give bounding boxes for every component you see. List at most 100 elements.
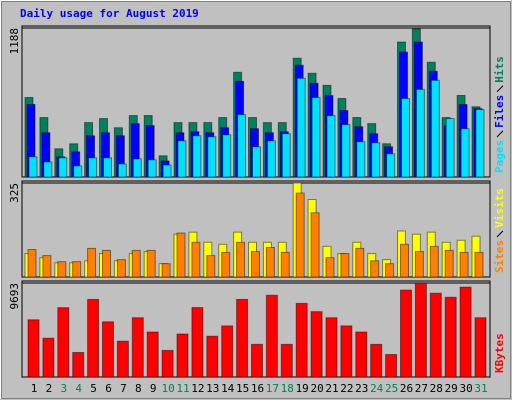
bar <box>371 142 381 178</box>
y-tick-label: 9693 <box>8 283 21 310</box>
bar <box>132 158 142 178</box>
bar <box>207 136 217 178</box>
x-tick-label: 14 <box>221 382 235 395</box>
bar <box>385 354 398 378</box>
x-tick-label: 22 <box>340 382 353 395</box>
x-tick-label: 25 <box>385 382 398 395</box>
bar <box>28 156 38 178</box>
bar <box>87 247 97 278</box>
legend-entry: Hits <box>493 56 506 83</box>
x-tick-label: 9 <box>150 382 157 395</box>
x-tick-label: 28 <box>430 382 443 395</box>
bar <box>296 77 306 178</box>
legend-entry: Sites <box>493 240 506 273</box>
bar <box>460 128 470 178</box>
bar <box>161 263 171 278</box>
bar <box>400 243 409 278</box>
bar <box>42 255 52 278</box>
bar <box>340 253 350 278</box>
x-tick-label: 21 <box>325 382 338 395</box>
bar <box>475 109 485 178</box>
x-tick-label: 18 <box>281 382 294 395</box>
bar <box>177 140 187 178</box>
bar <box>430 79 440 178</box>
x-tick-label: 6 <box>105 382 112 395</box>
bar <box>72 261 82 278</box>
x-tick-label: 16 <box>251 382 264 395</box>
bar <box>58 157 68 178</box>
x-tick-label: 8 <box>135 382 142 395</box>
bar <box>444 249 454 278</box>
legend-separator <box>496 230 504 238</box>
chart-title: Daily usage for August 2019 <box>20 7 199 20</box>
bar <box>116 340 129 378</box>
bar <box>370 343 383 378</box>
bar <box>325 257 335 278</box>
bar <box>43 161 53 178</box>
x-tick-label: 24 <box>370 382 384 395</box>
bar <box>281 133 291 178</box>
bar <box>474 317 487 378</box>
bar <box>414 282 427 378</box>
x-tick-label: 4 <box>75 382 82 395</box>
bar <box>147 159 157 178</box>
bar <box>401 97 410 178</box>
bar <box>444 296 457 378</box>
bar <box>102 249 111 278</box>
x-tick-label: 15 <box>236 382 249 395</box>
bar <box>429 245 439 278</box>
bar <box>265 246 275 278</box>
x-tick-label: 11 <box>176 382 189 395</box>
bar <box>161 349 174 378</box>
bar <box>474 251 484 278</box>
bar <box>252 146 261 178</box>
bar <box>87 298 100 378</box>
bar <box>265 294 278 378</box>
bar <box>146 249 156 278</box>
bar <box>325 317 338 378</box>
bar <box>57 261 67 278</box>
x-tick-label: 19 <box>296 382 309 395</box>
bar <box>236 298 249 378</box>
bar <box>103 157 112 178</box>
x-tick-label: 23 <box>355 382 368 395</box>
bar <box>222 134 232 178</box>
x-tick-label: 10 <box>161 382 174 395</box>
bar <box>102 321 114 378</box>
x-tick-label: 13 <box>206 382 219 395</box>
bar <box>370 260 380 278</box>
bar <box>340 325 353 378</box>
bar <box>266 140 276 178</box>
x-tick-label: 30 <box>459 382 472 395</box>
bar <box>459 286 472 378</box>
bar <box>131 249 141 278</box>
bar <box>385 263 395 278</box>
bar <box>414 251 424 278</box>
bar <box>280 251 290 278</box>
x-tick-label: 5 <box>90 382 97 395</box>
bar <box>459 251 469 278</box>
bar <box>429 292 442 378</box>
bar <box>192 135 202 178</box>
bar <box>57 307 70 378</box>
y-tick-label: 325 <box>8 183 21 203</box>
x-tick-label: 29 <box>445 382 458 395</box>
bar <box>251 251 260 278</box>
bar <box>27 319 40 378</box>
bar <box>131 317 144 378</box>
bar <box>117 163 127 178</box>
legend-entry: Pages <box>493 140 506 173</box>
legend-separator <box>496 130 504 138</box>
bar <box>237 114 247 178</box>
x-tick-label: 17 <box>266 382 279 395</box>
legend-entry: Files <box>493 95 506 128</box>
legend-entry: KBytes <box>493 333 506 373</box>
bar <box>72 351 85 378</box>
bar <box>355 331 368 378</box>
bar <box>191 241 201 278</box>
bar <box>146 331 159 378</box>
bar <box>295 302 308 378</box>
bar <box>310 212 320 278</box>
